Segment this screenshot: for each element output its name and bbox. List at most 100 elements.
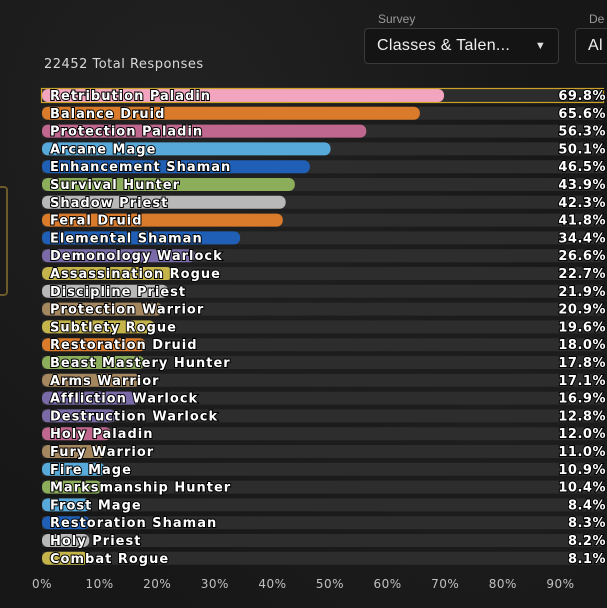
survey-label: Survey (378, 12, 416, 26)
side-panel-edge (0, 186, 8, 296)
bar[interactable] (42, 231, 241, 245)
bar-label: Demonology Warlock (50, 249, 223, 264)
bar[interactable] (42, 462, 105, 476)
bar-track (42, 409, 603, 423)
bar-label: Arms Warrior (50, 374, 160, 389)
bar[interactable] (42, 534, 90, 547)
value-label: 12.8% (558, 409, 606, 424)
bar-track (42, 267, 603, 280)
value-label: 41.8% (558, 214, 606, 229)
bar-track (42, 445, 603, 458)
value-label: 8.1% (568, 552, 606, 567)
value-label: 56.3% (558, 125, 606, 140)
bar-track (42, 302, 603, 316)
bar-label: Retribution Paladin (50, 89, 211, 104)
bar-label: Enhancement Shaman (50, 160, 231, 175)
value-label: 43.9% (558, 178, 606, 193)
bar[interactable] (42, 445, 106, 458)
second-dropdown-group: De Al (575, 12, 607, 64)
value-label: 50.1% (558, 142, 606, 157)
bar-label: Fury Warrior (50, 445, 154, 460)
x-tick-label: 30% (201, 577, 229, 591)
survey-value: Classes & Talen... (377, 37, 511, 54)
bar-track (42, 391, 603, 405)
bar[interactable] (42, 213, 283, 227)
bar-label: Holy Priest (50, 534, 141, 549)
highlight-border (40, 87, 605, 104)
survey-dropdown[interactable]: Classes & Talen... ▼ (364, 28, 559, 64)
value-label: 18.0% (558, 338, 606, 353)
bar-track (42, 498, 603, 512)
bar-label: Frost Mage (50, 498, 142, 513)
bar[interactable] (42, 124, 367, 138)
value-label: 19.6% (558, 320, 606, 335)
bar-label: Destruction Warlock (50, 409, 218, 424)
value-label: 10.9% (558, 463, 606, 478)
x-tick-label: 60% (374, 577, 402, 591)
second-dropdown-value: Al (588, 37, 603, 54)
bar[interactable] (42, 391, 140, 405)
bar-track (42, 551, 603, 565)
bar[interactable] (42, 551, 89, 565)
value-label: 65.6% (558, 107, 606, 122)
value-label: 22.7% (558, 267, 606, 282)
bar[interactable] (42, 249, 196, 263)
value-label: 8.3% (568, 516, 606, 531)
bar[interactable] (42, 373, 141, 387)
value-label: 20.9% (558, 303, 606, 318)
x-tick-label: 80% (489, 577, 517, 591)
bar[interactable] (42, 160, 310, 174)
caret-down-icon: ▼ (534, 40, 546, 52)
bar[interactable] (42, 284, 169, 298)
value-label: 26.6% (558, 249, 606, 264)
bar-track (42, 462, 603, 476)
value-label: 10.4% (558, 481, 606, 496)
bar-label: Subtlety Rogue (50, 320, 177, 335)
x-tick-label: 0% (32, 577, 52, 591)
value-label: 69.8% (558, 89, 606, 104)
bar-track (42, 480, 603, 494)
bar[interactable] (42, 320, 155, 334)
bar-label: Combat Rogue (50, 552, 169, 567)
bar-label: Elemental Shaman (50, 231, 203, 246)
bar[interactable] (42, 516, 90, 530)
value-label: 8.2% (568, 534, 606, 549)
bar-label: Marksmanship Hunter (50, 481, 231, 496)
value-label: 17.8% (558, 356, 606, 371)
second-dropdown[interactable]: Al (575, 28, 607, 64)
bar-label: Assassination Rogue (50, 267, 221, 282)
bar-label: Protection Paladin (50, 125, 203, 140)
bar[interactable] (42, 195, 286, 209)
bar[interactable] (42, 480, 102, 494)
bar-label: Balance Druid (50, 107, 165, 122)
bar[interactable] (42, 302, 163, 316)
bar-track (42, 373, 603, 387)
bar[interactable] (42, 106, 420, 120)
bar-label: Holy Paladin (50, 427, 153, 442)
bar[interactable] (42, 142, 331, 156)
bar[interactable] (42, 89, 445, 102)
x-tick-label: 40% (258, 577, 286, 591)
bar[interactable] (42, 409, 116, 423)
bar[interactable] (42, 356, 145, 369)
bar[interactable] (42, 427, 112, 441)
bar[interactable] (42, 498, 91, 512)
bar[interactable] (42, 178, 295, 191)
bar[interactable] (42, 338, 146, 352)
value-label: 21.9% (558, 285, 606, 300)
second-dropdown-label: De (589, 12, 605, 26)
bar[interactable] (42, 267, 173, 280)
bar-label: Fire Mage (50, 463, 132, 478)
bar-label: Protection Warrior (50, 303, 204, 318)
value-label: 34.4% (558, 231, 606, 246)
bar-label: Beast Mastery Hunter (50, 356, 231, 371)
value-label: 8.4% (568, 498, 606, 513)
survey-dropdown-group: Survey Classes & Talen... ▼ (364, 12, 559, 64)
x-tick-label: 50% (316, 577, 344, 591)
value-label: 17.1% (558, 374, 606, 389)
bar-label: Arcane Mage (50, 142, 156, 157)
bar-track (42, 516, 603, 530)
bar-label: Discipline Priest (50, 285, 186, 300)
value-label: 46.5% (558, 160, 606, 175)
